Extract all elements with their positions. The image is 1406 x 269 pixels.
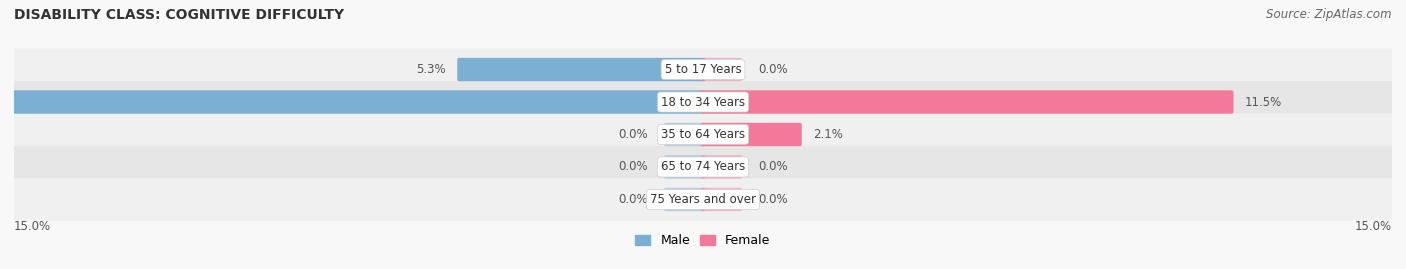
Text: 0.0%: 0.0% xyxy=(758,161,787,174)
Text: DISABILITY CLASS: COGNITIVE DIFFICULTY: DISABILITY CLASS: COGNITIVE DIFFICULTY xyxy=(14,8,344,22)
Text: Source: ZipAtlas.com: Source: ZipAtlas.com xyxy=(1267,8,1392,21)
FancyBboxPatch shape xyxy=(7,146,1399,188)
Text: 0.0%: 0.0% xyxy=(619,161,648,174)
Text: 15.0%: 15.0% xyxy=(14,220,51,233)
Text: 15.0%: 15.0% xyxy=(1355,220,1392,233)
FancyBboxPatch shape xyxy=(700,123,801,146)
Text: 65 to 74 Years: 65 to 74 Years xyxy=(661,161,745,174)
FancyBboxPatch shape xyxy=(7,114,1399,155)
FancyBboxPatch shape xyxy=(7,48,1399,91)
Text: 18 to 34 Years: 18 to 34 Years xyxy=(661,95,745,108)
Text: 5 to 17 Years: 5 to 17 Years xyxy=(665,63,741,76)
Text: 0.0%: 0.0% xyxy=(619,128,648,141)
FancyBboxPatch shape xyxy=(664,123,706,146)
FancyBboxPatch shape xyxy=(700,58,742,81)
FancyBboxPatch shape xyxy=(457,58,706,81)
FancyBboxPatch shape xyxy=(11,90,706,114)
Text: 2.1%: 2.1% xyxy=(813,128,844,141)
Text: 5.3%: 5.3% xyxy=(416,63,446,76)
Text: 35 to 64 Years: 35 to 64 Years xyxy=(661,128,745,141)
Text: 0.0%: 0.0% xyxy=(758,193,787,206)
FancyBboxPatch shape xyxy=(700,90,1233,114)
FancyBboxPatch shape xyxy=(664,188,706,211)
Text: 0.0%: 0.0% xyxy=(619,193,648,206)
FancyBboxPatch shape xyxy=(7,178,1399,221)
Text: 11.5%: 11.5% xyxy=(1244,95,1282,108)
Text: 75 Years and over: 75 Years and over xyxy=(650,193,756,206)
Legend: Male, Female: Male, Female xyxy=(630,229,776,252)
FancyBboxPatch shape xyxy=(700,155,742,179)
Text: 0.0%: 0.0% xyxy=(758,63,787,76)
FancyBboxPatch shape xyxy=(7,81,1399,123)
FancyBboxPatch shape xyxy=(664,155,706,179)
FancyBboxPatch shape xyxy=(700,188,742,211)
